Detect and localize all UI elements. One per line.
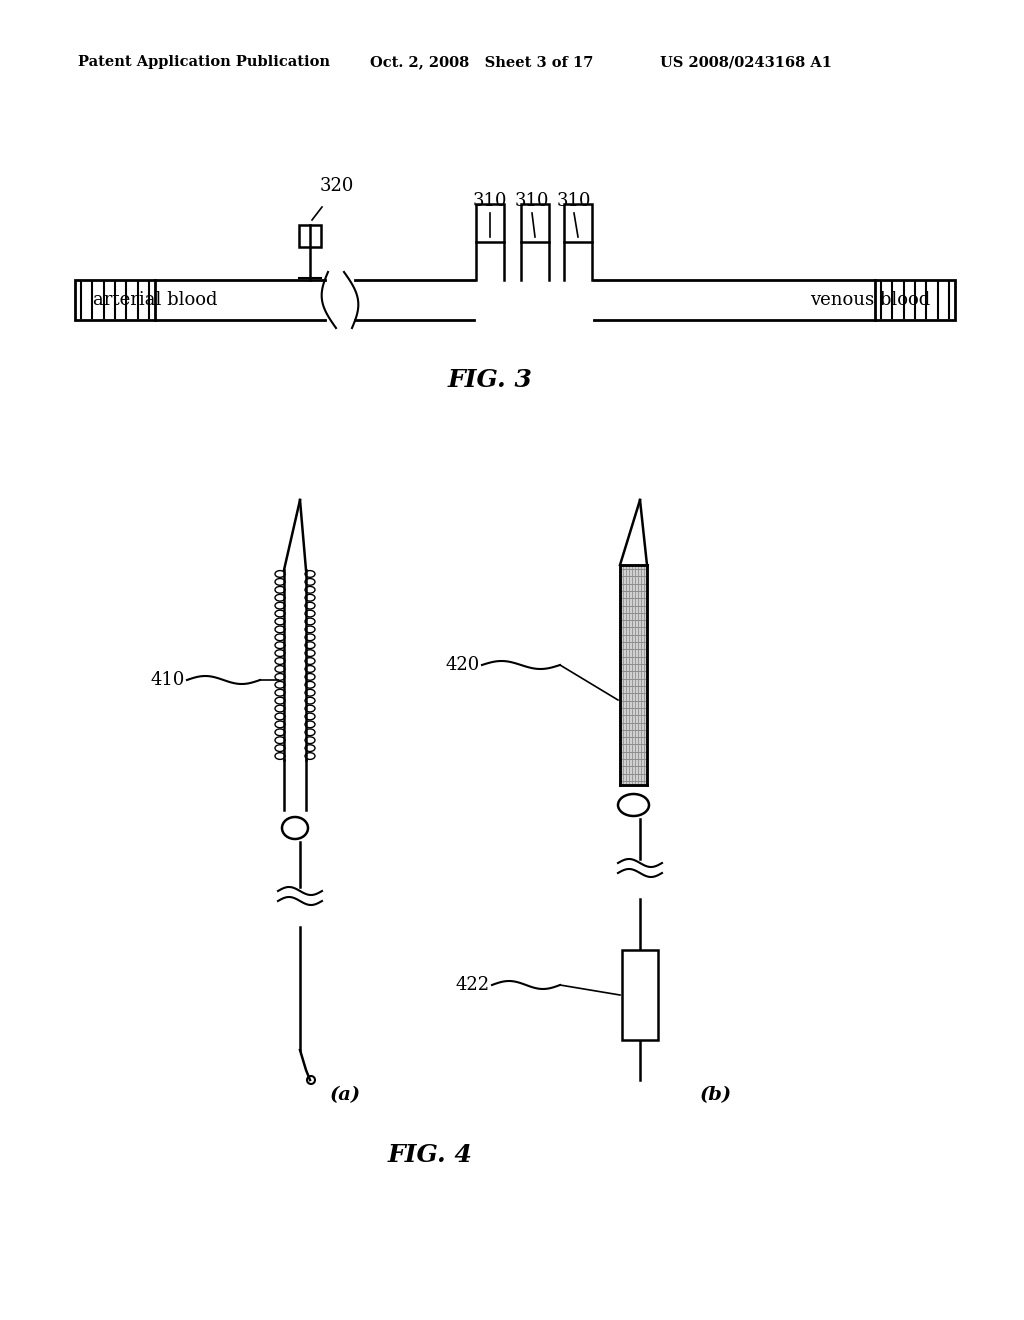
Bar <box>521 205 549 242</box>
Text: US 2008/0243168 A1: US 2008/0243168 A1 <box>660 55 831 69</box>
Text: venous blood: venous blood <box>810 290 930 309</box>
Text: (a): (a) <box>330 1086 361 1104</box>
Bar <box>299 224 321 247</box>
Bar <box>476 205 504 242</box>
Bar <box>621 566 646 784</box>
Bar <box>874 280 955 319</box>
Text: FIG. 4: FIG. 4 <box>387 1143 472 1167</box>
Text: 310: 310 <box>515 191 549 210</box>
Text: 320: 320 <box>319 177 354 195</box>
Text: Patent Application Publication: Patent Application Publication <box>78 55 330 69</box>
Text: 410: 410 <box>151 671 185 689</box>
Text: 422: 422 <box>456 975 490 994</box>
Text: FIG. 3: FIG. 3 <box>447 368 532 392</box>
Bar <box>75 280 155 319</box>
Text: (b): (b) <box>700 1086 732 1104</box>
Text: arterial blood: arterial blood <box>93 290 217 309</box>
Text: 420: 420 <box>445 656 480 675</box>
Bar <box>622 950 658 1040</box>
Bar <box>564 205 592 242</box>
Text: 310: 310 <box>473 191 507 210</box>
Text: Oct. 2, 2008   Sheet 3 of 17: Oct. 2, 2008 Sheet 3 of 17 <box>370 55 593 69</box>
Text: 310: 310 <box>557 191 591 210</box>
